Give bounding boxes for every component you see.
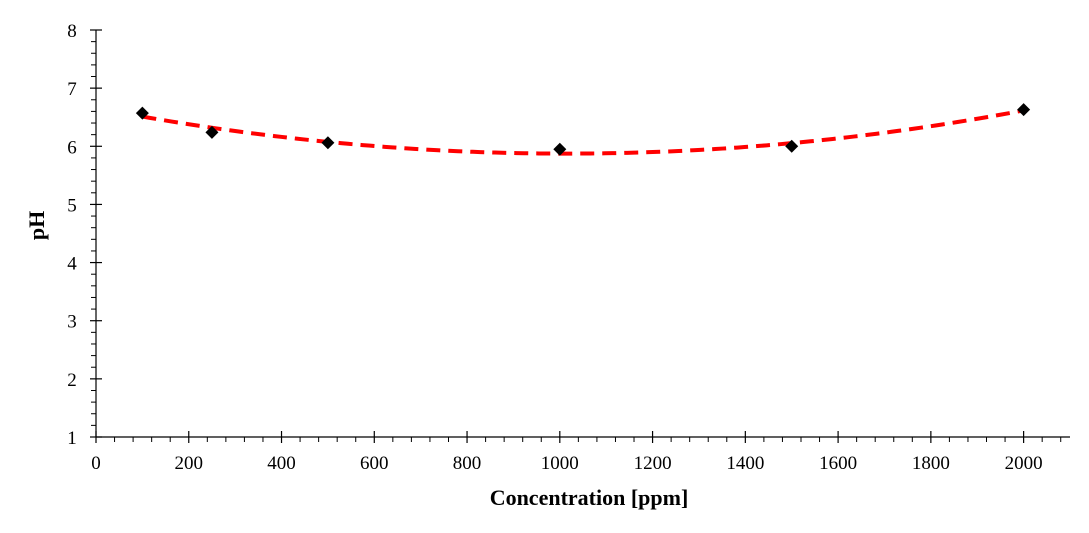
y-tick-label: 4 xyxy=(67,254,77,275)
x-tick-label: 1000 xyxy=(541,453,579,474)
data-point xyxy=(553,142,567,156)
x-tick-label: 2000 xyxy=(1005,453,1043,474)
x-tick-label: 600 xyxy=(360,453,389,474)
x-tick-label: 400 xyxy=(267,453,296,474)
data-point xyxy=(205,125,219,139)
y-tick-label: 2 xyxy=(67,370,77,391)
x-tick-label: 0 xyxy=(91,453,101,474)
y-tick-label: 3 xyxy=(67,312,77,333)
trendline-layer xyxy=(142,108,1024,156)
data-points xyxy=(135,103,1031,156)
data-point xyxy=(785,139,799,153)
x-tick-label: 1400 xyxy=(726,453,764,474)
x-tick-label: 1200 xyxy=(634,453,672,474)
x-tick-label: 1600 xyxy=(819,453,857,474)
axes xyxy=(95,30,1070,438)
y-tick-label: 6 xyxy=(67,137,77,158)
x-tick-label: 800 xyxy=(453,453,482,474)
data-point xyxy=(1017,103,1031,117)
trendline xyxy=(142,108,1024,156)
x-tick-label: 1800 xyxy=(912,453,950,474)
ticks: 0 200 400 600 800 1000 1200 1400 1600 1800 2000 1 2 3… xyxy=(67,21,1062,474)
y-tick-label: 5 xyxy=(67,195,77,216)
x-tick-label: 200 xyxy=(175,453,204,474)
x-axis-title: Concentration [ppm] xyxy=(490,485,689,510)
data-point xyxy=(135,106,149,120)
y-axis-title: pH xyxy=(24,211,49,240)
y-tick-label: 7 xyxy=(67,79,77,100)
y-tick-label: 1 xyxy=(67,428,77,449)
data-point xyxy=(321,136,335,150)
y-tick-label: 8 xyxy=(67,21,77,42)
